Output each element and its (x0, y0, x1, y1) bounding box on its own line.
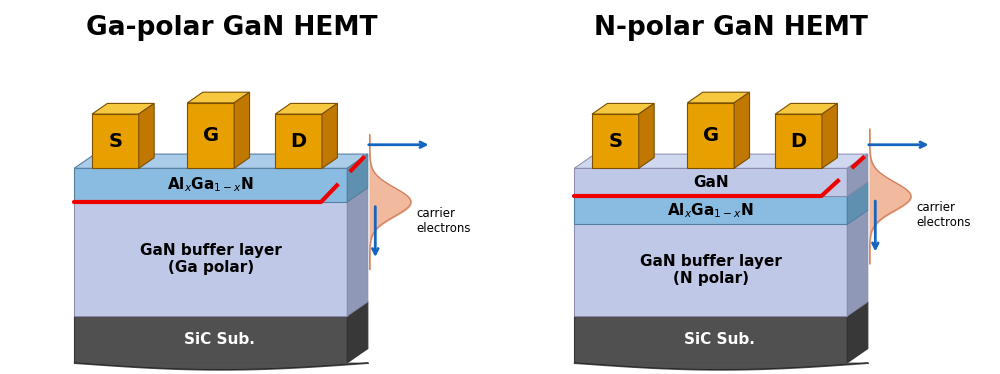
Text: carrier
electrons: carrier electrons (416, 207, 471, 234)
Polygon shape (74, 154, 368, 168)
Text: N-polar GaN HEMT: N-polar GaN HEMT (594, 15, 868, 41)
Polygon shape (347, 302, 368, 363)
Polygon shape (74, 202, 347, 316)
Text: G: G (703, 126, 719, 145)
Text: Al$_x$Ga$_{1-x}$N: Al$_x$Ga$_{1-x}$N (667, 201, 754, 220)
Polygon shape (734, 92, 750, 168)
Polygon shape (187, 92, 250, 103)
Polygon shape (775, 114, 822, 168)
Polygon shape (347, 188, 368, 316)
Polygon shape (574, 302, 868, 316)
Text: SiC Sub.: SiC Sub. (184, 332, 254, 347)
Polygon shape (592, 114, 639, 168)
Polygon shape (574, 196, 847, 224)
Polygon shape (74, 168, 347, 202)
Text: carrier
electrons: carrier electrons (916, 201, 971, 229)
Polygon shape (574, 154, 868, 168)
Polygon shape (574, 182, 868, 196)
Polygon shape (322, 104, 337, 168)
Polygon shape (687, 92, 750, 103)
Polygon shape (92, 114, 139, 168)
Text: GaN buffer layer
(N polar): GaN buffer layer (N polar) (640, 254, 782, 286)
Polygon shape (234, 92, 250, 168)
Polygon shape (847, 210, 868, 316)
Polygon shape (847, 154, 868, 196)
Polygon shape (574, 316, 847, 363)
Polygon shape (592, 104, 654, 114)
Text: GaN: GaN (693, 175, 729, 190)
Polygon shape (639, 104, 654, 168)
Polygon shape (775, 104, 837, 114)
Polygon shape (574, 210, 868, 224)
Polygon shape (822, 104, 837, 168)
Polygon shape (574, 224, 847, 316)
Text: G: G (203, 126, 219, 145)
Text: Ga-polar GaN HEMT: Ga-polar GaN HEMT (86, 15, 377, 41)
Polygon shape (574, 168, 847, 196)
Polygon shape (74, 302, 368, 316)
Polygon shape (275, 104, 337, 114)
Polygon shape (74, 316, 347, 363)
Text: S: S (608, 132, 622, 151)
Polygon shape (687, 103, 734, 168)
Text: S: S (108, 132, 122, 151)
Polygon shape (74, 188, 368, 202)
Text: D: D (291, 132, 307, 151)
Text: Al$_x$Ga$_{1-x}$N: Al$_x$Ga$_{1-x}$N (167, 176, 254, 194)
Text: D: D (791, 132, 807, 151)
Polygon shape (847, 302, 868, 363)
Polygon shape (139, 104, 154, 168)
Text: GaN buffer layer
(Ga polar): GaN buffer layer (Ga polar) (140, 243, 282, 275)
Polygon shape (92, 104, 154, 114)
Polygon shape (275, 114, 322, 168)
Polygon shape (187, 103, 234, 168)
Polygon shape (347, 154, 368, 202)
Polygon shape (847, 182, 868, 224)
Text: SiC Sub.: SiC Sub. (684, 332, 754, 347)
